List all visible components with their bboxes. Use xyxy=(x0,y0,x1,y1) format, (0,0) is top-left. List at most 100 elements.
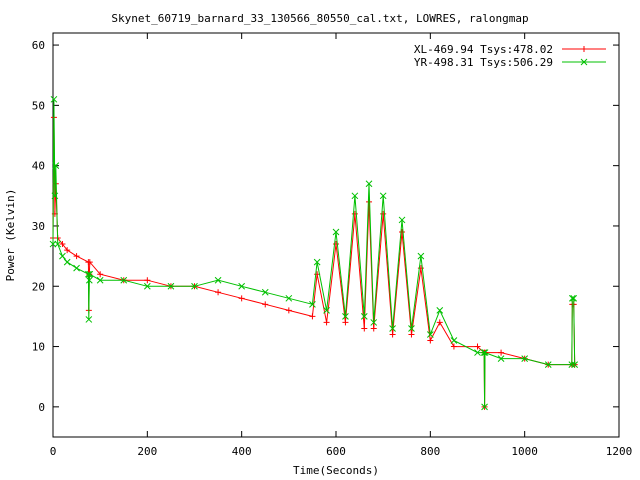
x-tick-label: 400 xyxy=(232,445,252,458)
data-point xyxy=(389,325,396,332)
data-point xyxy=(342,313,349,320)
x-axis-label: Time(Seconds) xyxy=(293,464,379,477)
data-point xyxy=(426,331,434,338)
data-point xyxy=(436,319,443,326)
data-point xyxy=(85,276,93,284)
data-point xyxy=(342,319,349,326)
data-point xyxy=(498,349,505,356)
data-point xyxy=(191,282,198,290)
data-point xyxy=(398,216,406,224)
data-point xyxy=(360,313,368,320)
data-point xyxy=(332,228,340,236)
data-point xyxy=(408,325,415,332)
data-point xyxy=(481,349,489,356)
data-point xyxy=(365,180,373,188)
data-point xyxy=(323,319,330,326)
chart-title: Skynet_60719_barnard_33_130566_80550_cal… xyxy=(111,12,528,25)
data-point xyxy=(285,294,293,302)
data-point xyxy=(333,241,339,248)
data-point xyxy=(59,241,66,248)
data-point xyxy=(63,258,71,266)
x-tick-label: 200 xyxy=(137,445,157,458)
x-tick-label: 1200 xyxy=(606,445,633,458)
data-point xyxy=(323,307,330,314)
data-point xyxy=(59,252,66,260)
data-point xyxy=(474,349,481,356)
data-point xyxy=(450,337,458,344)
series-line xyxy=(52,117,576,407)
data-point xyxy=(309,300,316,308)
data-point xyxy=(49,240,57,248)
data-point xyxy=(497,355,505,362)
data-point xyxy=(167,282,175,290)
data-point xyxy=(50,95,58,103)
data-point xyxy=(389,331,396,338)
data-point xyxy=(480,349,488,356)
data-point xyxy=(144,277,151,284)
data-point xyxy=(73,253,80,260)
y-axis-label: Power (Kelvin) xyxy=(4,189,17,282)
data-point xyxy=(570,294,578,302)
data-point xyxy=(64,247,71,254)
legend-label: XL-469.94 Tsys:478.02 xyxy=(414,43,553,56)
y-tick-label: 0 xyxy=(38,401,45,414)
data-point xyxy=(544,361,552,368)
data-point xyxy=(215,289,222,296)
data-point xyxy=(399,228,406,235)
x-tick-label: 600 xyxy=(326,445,346,458)
series-layer xyxy=(49,95,579,411)
data-point xyxy=(571,361,579,368)
legend-label: YR-498.31 Tsys:506.29 xyxy=(414,56,553,69)
data-point xyxy=(120,276,128,284)
x-tick-label: 0 xyxy=(50,445,57,458)
data-point xyxy=(568,294,576,302)
data-point xyxy=(238,295,245,302)
data-point xyxy=(450,343,457,350)
data-point xyxy=(86,259,93,266)
data-point xyxy=(580,58,588,66)
data-point xyxy=(309,313,316,320)
data-point xyxy=(436,307,444,314)
data-point xyxy=(351,210,358,217)
data-point xyxy=(581,46,587,52)
data-point xyxy=(370,325,377,332)
data-point xyxy=(380,210,387,217)
data-point xyxy=(96,276,104,284)
series-1 xyxy=(50,114,578,410)
data-point xyxy=(238,282,246,290)
data-point xyxy=(52,162,60,170)
data-point xyxy=(313,258,321,266)
data-point xyxy=(97,271,104,278)
y-tick-label: 10 xyxy=(32,341,45,354)
data-point xyxy=(474,343,481,350)
data-point xyxy=(379,192,387,200)
data-point xyxy=(73,264,80,272)
series-line xyxy=(52,99,576,407)
data-point xyxy=(261,288,269,296)
x-tick-label: 800 xyxy=(420,445,440,458)
data-point xyxy=(285,307,292,314)
data-point xyxy=(568,361,576,368)
data-point xyxy=(366,198,373,205)
y-tick-label: 50 xyxy=(32,99,45,112)
data-point xyxy=(86,270,94,278)
series-2 xyxy=(49,95,579,411)
data-point xyxy=(143,282,151,290)
data-point xyxy=(85,270,92,278)
data-point xyxy=(54,240,62,248)
data-point xyxy=(408,331,415,338)
data-point xyxy=(351,192,359,200)
data-point xyxy=(481,403,488,411)
data-point xyxy=(521,355,529,362)
data-point xyxy=(370,319,378,326)
data-point xyxy=(262,301,269,308)
data-point xyxy=(214,276,222,284)
data-point xyxy=(85,316,93,323)
x-tick-label: 1000 xyxy=(511,445,538,458)
data-point xyxy=(427,337,434,344)
data-point xyxy=(51,192,59,200)
y-tick-label: 30 xyxy=(32,220,45,233)
